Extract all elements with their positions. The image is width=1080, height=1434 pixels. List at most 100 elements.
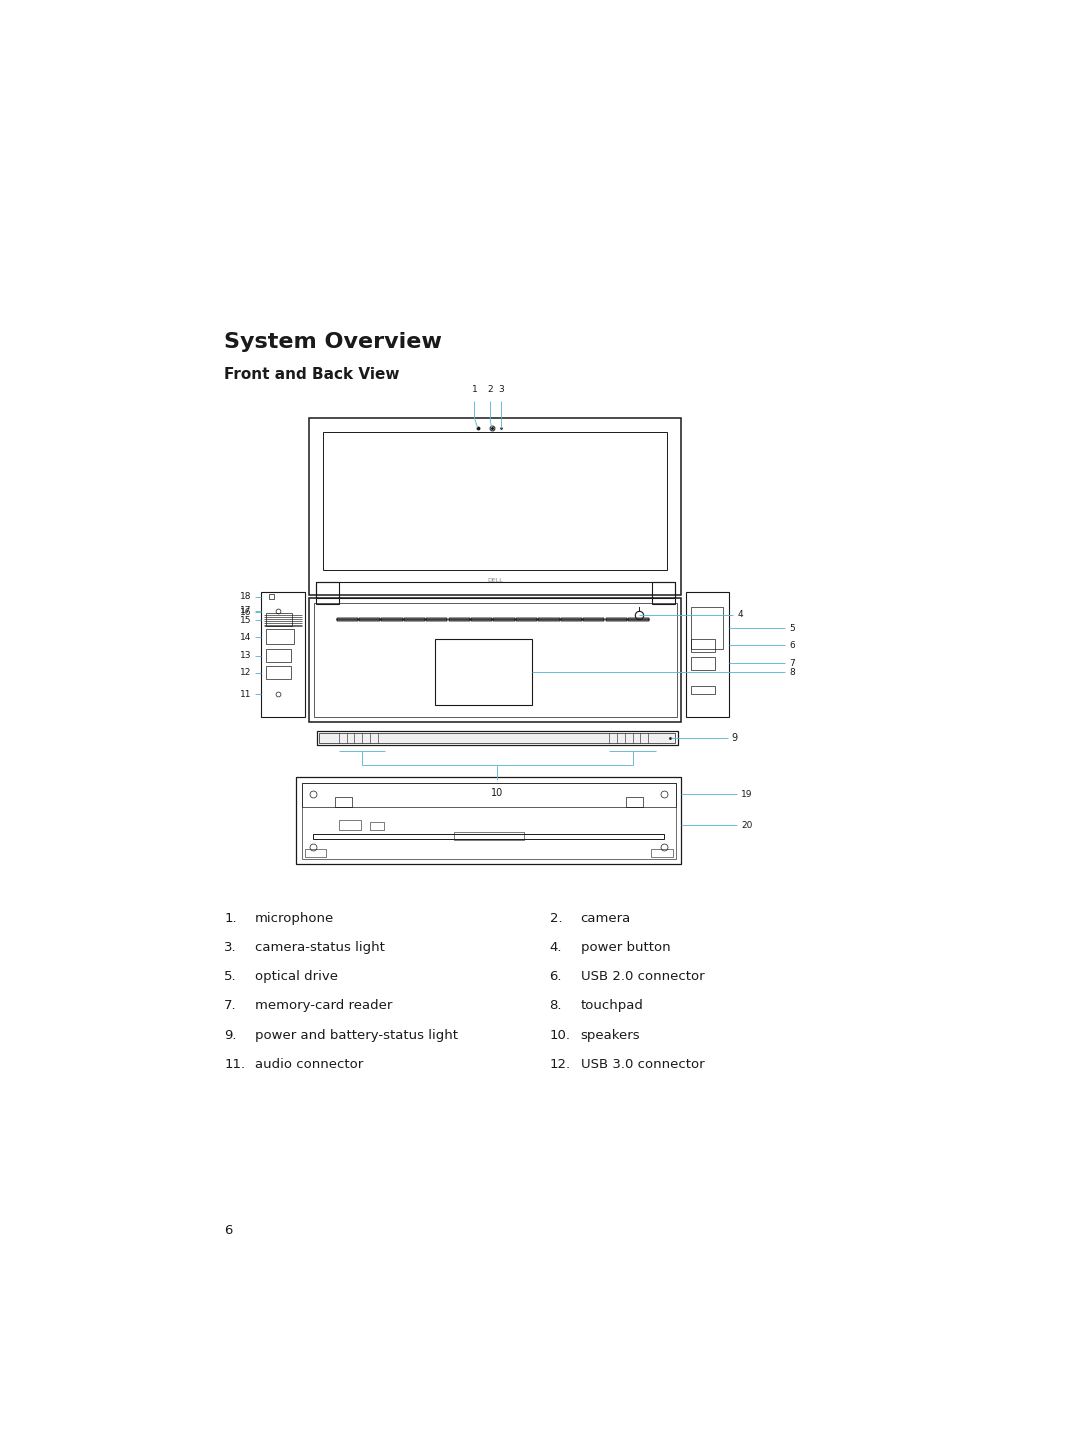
Text: Front and Back View: Front and Back View bbox=[225, 367, 400, 383]
Text: 1.: 1. bbox=[225, 912, 237, 925]
Bar bbox=[427, 619, 447, 621]
Bar bbox=[337, 619, 357, 621]
Text: camera: camera bbox=[581, 912, 631, 925]
Text: USB 3.0 connector: USB 3.0 connector bbox=[581, 1058, 704, 1071]
Bar bbox=[404, 618, 426, 619]
Text: 7: 7 bbox=[789, 658, 795, 668]
Bar bbox=[337, 619, 357, 621]
Bar bbox=[313, 833, 664, 839]
Text: 20: 20 bbox=[741, 820, 753, 829]
Bar bbox=[320, 733, 675, 743]
Bar bbox=[538, 618, 559, 619]
Text: 15: 15 bbox=[240, 615, 252, 625]
Bar bbox=[315, 582, 675, 598]
Bar bbox=[538, 619, 559, 621]
Bar bbox=[369, 822, 383, 830]
Bar bbox=[309, 598, 681, 721]
Bar bbox=[269, 594, 273, 599]
Bar bbox=[335, 796, 352, 807]
Text: 9.: 9. bbox=[225, 1028, 237, 1041]
Bar bbox=[266, 614, 293, 627]
Text: speakers: speakers bbox=[581, 1028, 640, 1041]
Bar bbox=[651, 849, 673, 856]
Bar bbox=[606, 619, 626, 621]
Bar bbox=[606, 619, 626, 621]
Bar bbox=[266, 650, 291, 663]
Text: 14: 14 bbox=[240, 632, 252, 641]
Bar bbox=[561, 619, 582, 621]
Bar bbox=[359, 618, 380, 619]
Text: 6: 6 bbox=[789, 641, 795, 650]
Bar bbox=[404, 619, 426, 621]
Text: 16: 16 bbox=[240, 608, 252, 617]
Text: USB 2.0 connector: USB 2.0 connector bbox=[581, 971, 704, 984]
Bar bbox=[494, 619, 515, 621]
Text: 3: 3 bbox=[498, 384, 503, 394]
Bar bbox=[471, 619, 492, 621]
Bar bbox=[494, 618, 515, 619]
Text: 17: 17 bbox=[240, 607, 252, 615]
Bar bbox=[561, 618, 582, 621]
Text: 2.: 2. bbox=[550, 912, 563, 925]
Bar bbox=[261, 592, 305, 717]
Bar bbox=[381, 619, 403, 621]
Text: memory-card reader: memory-card reader bbox=[255, 999, 392, 1012]
Bar bbox=[318, 731, 677, 744]
Text: 4.: 4. bbox=[550, 941, 562, 954]
Bar bbox=[266, 630, 294, 644]
Bar bbox=[652, 582, 675, 604]
Bar bbox=[404, 618, 426, 621]
Text: 3.: 3. bbox=[225, 941, 237, 954]
Bar bbox=[516, 619, 537, 621]
Bar bbox=[315, 582, 339, 604]
Bar bbox=[448, 618, 470, 619]
Text: power button: power button bbox=[581, 941, 671, 954]
Bar bbox=[583, 618, 605, 619]
Bar bbox=[538, 618, 559, 619]
Bar bbox=[627, 618, 649, 619]
Text: 10: 10 bbox=[491, 789, 503, 799]
Bar bbox=[337, 618, 357, 621]
Bar bbox=[404, 619, 426, 621]
Bar bbox=[538, 618, 559, 621]
Bar bbox=[301, 783, 676, 859]
Bar bbox=[583, 618, 605, 621]
Bar bbox=[583, 619, 605, 621]
Bar bbox=[627, 619, 649, 621]
Text: DELL: DELL bbox=[487, 578, 503, 584]
Bar bbox=[606, 618, 626, 619]
Bar bbox=[516, 618, 537, 621]
Bar bbox=[381, 618, 403, 619]
Text: audio connector: audio connector bbox=[255, 1058, 363, 1071]
Text: 5: 5 bbox=[789, 624, 795, 632]
Bar bbox=[625, 796, 643, 807]
Bar bbox=[448, 618, 470, 621]
Bar bbox=[561, 619, 582, 621]
Bar bbox=[337, 618, 357, 619]
Bar bbox=[305, 849, 326, 856]
Bar bbox=[691, 607, 724, 650]
Bar bbox=[448, 619, 470, 621]
Bar bbox=[309, 417, 681, 595]
Bar bbox=[606, 618, 626, 619]
Bar bbox=[266, 667, 291, 678]
Bar bbox=[359, 619, 380, 621]
Bar bbox=[561, 618, 582, 619]
Bar bbox=[323, 432, 667, 571]
Bar bbox=[471, 618, 492, 621]
Bar bbox=[381, 618, 403, 619]
Bar bbox=[359, 618, 380, 619]
Bar bbox=[404, 618, 426, 619]
Bar bbox=[301, 783, 676, 806]
Bar bbox=[381, 619, 403, 621]
Bar bbox=[627, 619, 649, 621]
Bar bbox=[691, 638, 715, 652]
Bar bbox=[516, 619, 537, 621]
Bar bbox=[516, 618, 537, 619]
Bar bbox=[494, 619, 515, 621]
Text: 10.: 10. bbox=[550, 1028, 570, 1041]
Bar bbox=[583, 618, 605, 619]
Text: 11: 11 bbox=[240, 690, 252, 698]
Bar bbox=[359, 618, 380, 621]
Bar bbox=[627, 618, 649, 621]
